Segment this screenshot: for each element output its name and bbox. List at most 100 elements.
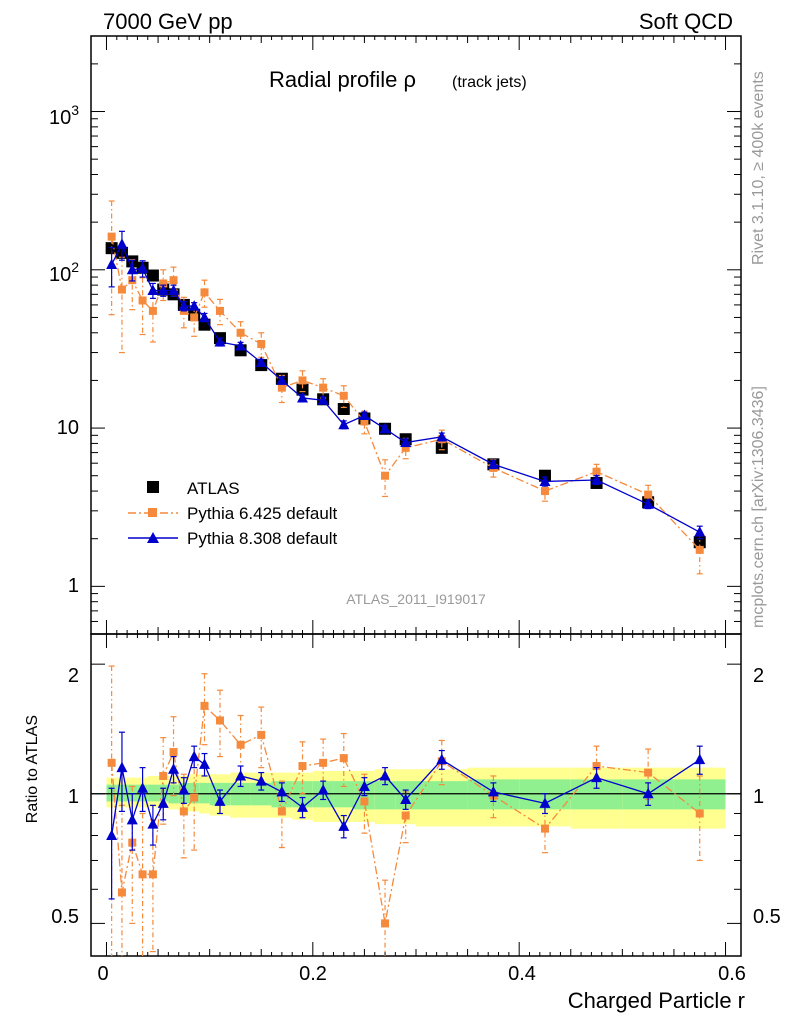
legend-label-atlas: ATLAS bbox=[187, 479, 240, 498]
p8-ratio-point bbox=[255, 775, 267, 786]
p8-point bbox=[116, 238, 128, 249]
mcplots-label: mcplots.cern.ch [arXiv:1306.3436] bbox=[750, 386, 767, 628]
p6-point bbox=[540, 487, 549, 496]
xtick-0: 0 bbox=[97, 963, 108, 985]
p8-point bbox=[168, 284, 180, 295]
legend: ATLAS Pythia 6.425 default Pythia 8.308 … bbox=[128, 479, 338, 548]
ytick-label-100: 102 bbox=[49, 259, 79, 286]
ratio-ytick-2: 2 bbox=[68, 665, 79, 687]
plot-title-main: Radial profile ρ bbox=[269, 67, 416, 92]
p8-ratio-point bbox=[379, 769, 391, 781]
p6-point bbox=[644, 490, 653, 499]
ratio-y-tick-labels: 2 1 0.5 2 1 0.5 bbox=[51, 665, 781, 928]
p8-point bbox=[198, 311, 210, 322]
ratio-ytick-0.5: 0.5 bbox=[51, 906, 79, 928]
p6-point bbox=[695, 545, 704, 554]
x-axis-label: Charged Particle r bbox=[568, 988, 745, 1013]
p8-point bbox=[338, 418, 350, 430]
p6-ratio-point bbox=[319, 758, 328, 767]
p8-ratio-point bbox=[188, 750, 200, 762]
p6-ratio-point bbox=[117, 888, 126, 897]
band-inner bbox=[416, 781, 468, 810]
p8-ratio-point bbox=[116, 761, 128, 773]
ratio-y-axis-label: Ratio to ATLAS bbox=[24, 715, 41, 823]
ratio-ytick-1-right: 1 bbox=[753, 786, 764, 808]
ratio-series bbox=[106, 665, 706, 956]
p6-ratio-point bbox=[257, 730, 266, 739]
p8-ratio-point bbox=[276, 785, 288, 797]
p8-ratio-point bbox=[539, 797, 551, 808]
header-left: 7000 GeV pp bbox=[103, 9, 233, 34]
x-tick-labels: 0 0.2 0.4 0.6 bbox=[97, 963, 745, 985]
legend-label-pythia6: Pythia 6.425 default bbox=[187, 504, 338, 523]
p6-point bbox=[236, 328, 245, 337]
x-axis-ticks bbox=[105, 36, 727, 956]
p8-point bbox=[188, 300, 200, 311]
p8-point bbox=[436, 430, 448, 442]
p8-point bbox=[106, 258, 118, 270]
p8-ratio-point bbox=[137, 782, 149, 793]
p8-ratio-point bbox=[400, 793, 412, 804]
band-inner bbox=[127, 784, 138, 802]
p8-point bbox=[297, 391, 309, 403]
p6-ratio-line bbox=[110, 704, 701, 924]
p8-point bbox=[157, 284, 169, 295]
analysis-label: ATLAS_2011_I919017 bbox=[346, 591, 486, 607]
p8-point bbox=[487, 458, 499, 469]
band-inner bbox=[147, 784, 159, 802]
p6-ratio-point bbox=[339, 754, 348, 763]
p8-ratio-point bbox=[106, 829, 118, 841]
p8-point bbox=[591, 473, 603, 485]
main-series bbox=[105, 200, 706, 575]
p6-ratio-point bbox=[236, 740, 245, 749]
p8-ratio-point bbox=[235, 769, 247, 781]
p8-point bbox=[400, 436, 412, 448]
p8-ratio-point bbox=[198, 758, 210, 769]
p8-ratio-point bbox=[487, 785, 499, 797]
p6-point bbox=[257, 339, 266, 348]
p8-point bbox=[358, 409, 370, 421]
legend-marker-pythia8 bbox=[147, 532, 159, 543]
p8-ratio-point bbox=[214, 795, 226, 806]
p8-ratio-point bbox=[157, 797, 169, 808]
band-inner bbox=[374, 781, 396, 810]
legend-marker-atlas bbox=[147, 481, 159, 493]
p8-ratio-point bbox=[694, 753, 706, 765]
p8-ratio-point bbox=[168, 763, 180, 774]
p6-ratio-point bbox=[179, 807, 188, 816]
p8-point bbox=[178, 300, 190, 311]
p6-ratio-point bbox=[148, 870, 157, 879]
p8-ratio-line bbox=[110, 755, 701, 836]
p8-ratio-point bbox=[591, 771, 603, 783]
p6-point bbox=[215, 306, 224, 315]
p6-point bbox=[169, 276, 178, 285]
p8-point bbox=[539, 475, 551, 486]
p6-ratio-point bbox=[381, 919, 390, 928]
rivet-label: Rivet 3.1.10, ≥ 400k events bbox=[750, 71, 767, 265]
ytick-label-1: 1 bbox=[68, 575, 79, 597]
p6-ratio-point bbox=[298, 762, 307, 771]
legend-marker-pythia6 bbox=[148, 508, 157, 517]
p6-point bbox=[107, 232, 116, 241]
p8-ratio-point bbox=[436, 753, 448, 765]
atlas-point bbox=[337, 402, 350, 415]
p8-point bbox=[642, 498, 654, 509]
xtick-0.4: 0.4 bbox=[508, 963, 536, 985]
p6-ratio-point bbox=[159, 771, 168, 780]
main-axis-ticks bbox=[91, 35, 741, 635]
legend-label-pythia8: Pythia 8.308 default bbox=[187, 529, 338, 548]
p6-ratio-point bbox=[592, 762, 601, 771]
p8-point bbox=[126, 263, 138, 275]
ratio-axis-ticks bbox=[91, 663, 741, 924]
p8-ratio-point bbox=[317, 784, 329, 795]
p6-point bbox=[190, 313, 199, 322]
p6-ratio-point bbox=[401, 811, 410, 820]
p6-point bbox=[381, 471, 390, 480]
p6-point bbox=[277, 383, 286, 392]
ratio-ytick-0.5-right: 0.5 bbox=[753, 906, 781, 928]
p8-point bbox=[235, 340, 247, 351]
p6-ratio-point bbox=[277, 807, 286, 816]
p6-point bbox=[592, 467, 601, 476]
xtick-0.2: 0.2 bbox=[299, 963, 327, 985]
